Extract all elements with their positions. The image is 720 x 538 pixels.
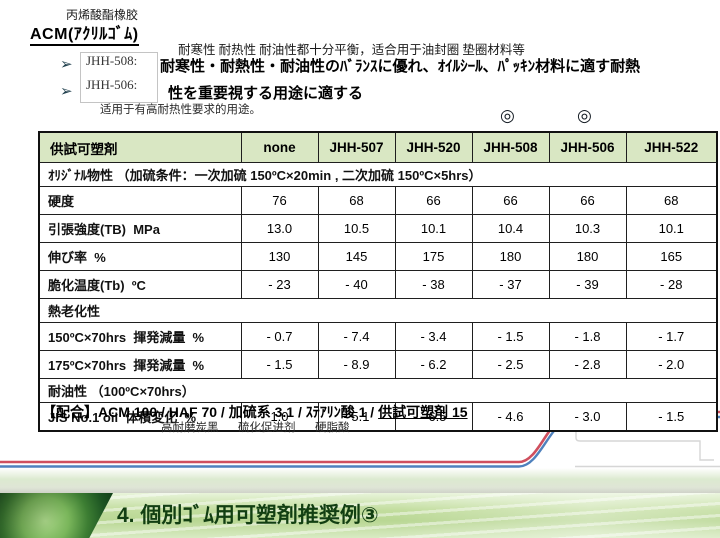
arrow-bullet-icon: ➢ [60, 83, 73, 100]
row-label: 伸び率 % [38, 242, 242, 271]
cell-value: - 28 [625, 270, 718, 299]
cell-value: 180 [471, 242, 550, 271]
cell-value: 13.0 [240, 214, 319, 243]
cell-value: - 3.4 [394, 322, 473, 351]
cell-value: - 5.1 [317, 402, 396, 432]
slide-title: 4. 個別ｺﾞﾑ用可塑剤推奨例③ [117, 504, 379, 527]
acm-title: ACM(ｱｸﾘﾙｺﾞﾑ) [30, 20, 139, 46]
cell-value: - 7.4 [317, 322, 396, 351]
cell-value: - 1.5 [240, 350, 319, 379]
cell-value: 10.3 [548, 214, 627, 243]
table-header-row: 供試可塑剤 none JHH-507 JHH-520 JHH-508 JHH-5… [38, 131, 718, 163]
column-header: JHH-508 [471, 131, 550, 163]
double-circle-mark-jhh506: ◎ [577, 106, 592, 125]
cell-value: - 6.5 [394, 402, 473, 432]
row-label: 引張強度(TB) MPa [38, 214, 242, 243]
rubber-name-chinese: 丙烯酸酯橡胶 [66, 8, 139, 22]
table-row: 引張強度(TB) MPa 13.0 10.5 10.1 10.4 10.3 10… [38, 214, 718, 243]
cell-value: - 6.2 [394, 350, 473, 379]
formula-prefix: 【配合】ACM 100 / HAF 70 / 加硫系 3.1 / ｽﾃｱﾘﾝ酸 … [42, 404, 379, 420]
section-row: 耐油性 （100ºC×70hrs） [38, 378, 718, 403]
formula-note-stearic-acid: 硬脂酸 [315, 422, 350, 434]
gray-step-line [575, 419, 720, 468]
cell-value: 68 [317, 186, 396, 215]
column-header: JHH-506 [548, 131, 627, 163]
footer-banner: 4. 個別ｺﾞﾑ用可塑剤推奨例③ [0, 493, 720, 538]
cell-value: - 1.5 [625, 402, 718, 432]
formula-note-carbon-black: 高耐磨炭黑 [161, 422, 219, 434]
cell-value: 130 [240, 242, 319, 271]
cell-value: - 1.5 [471, 322, 550, 351]
cell-value: 10.5 [317, 214, 396, 243]
cell-value: 145 [317, 242, 396, 271]
cell-value: - 39 [548, 270, 627, 299]
chinese-subtitle: 耐寒性 耐热性 耐油性都十分平衡，适合用于油封圈 垫圈材料等 [178, 43, 525, 57]
table-row: 175ºC×70hrs 揮発減量 % - 1.5 - 8.9 - 6.2 - 2… [38, 350, 718, 379]
table-row: 脆化温度(Tb) ºC - 23 - 40 - 38 - 37 - 39 - 2… [38, 270, 718, 299]
grade-label-jhh508: JHH-508: [86, 53, 138, 68]
cell-value: - 8.9 [317, 350, 396, 379]
cell-value: - 3.0 [548, 402, 627, 432]
column-header: JHH-520 [394, 131, 473, 163]
grade-label-jhh506: JHH-506: [86, 77, 138, 92]
row-label: 硬度 [38, 186, 242, 215]
section-row: 熱老化性 [38, 298, 718, 323]
bullet-text-2: 性を重要視する用途に適する [168, 85, 364, 102]
cell-value: - 1.8 [548, 322, 627, 351]
plasticizer-property-table: 供試可塑剤 none JHH-507 JHH-520 JHH-508 JHH-5… [38, 131, 718, 432]
cell-value: - 2.0 [625, 350, 718, 379]
row-label: 脆化温度(Tb) ºC [38, 270, 242, 299]
row-label: JIS No.1 oil 体積変化 % [38, 402, 242, 432]
cell-value: 165 [625, 242, 718, 271]
cell-value: - 37 [471, 270, 550, 299]
column-header: JHH-522 [625, 131, 718, 163]
table-row: 伸び率 % 130 145 175 180 180 165 [38, 242, 718, 271]
cell-value: 68 [625, 186, 718, 215]
cell-value: - 2.5 [471, 350, 550, 379]
column-header: JHH-507 [317, 131, 396, 163]
cell-value: 10.4 [471, 214, 550, 243]
cell-value: 1.0 [240, 402, 319, 432]
arrow-bullet-icon: ➢ [60, 56, 73, 73]
cell-value: 66 [548, 186, 627, 215]
row-label: 150ºC×70hrs 揮発減量 % [38, 322, 242, 351]
cell-value: - 0.7 [240, 322, 319, 351]
cell-value: 10.1 [625, 214, 718, 243]
table-row: 150ºC×70hrs 揮発減量 % - 0.7 - 7.4 - 3.4 - 1… [38, 322, 718, 351]
section-label: ｵﾘｼﾞﾅﾙ物性 （加硫条件：一次加硫 150ºC×20min , 二次加硫 1… [38, 162, 718, 187]
cell-value: - 40 [317, 270, 396, 299]
cell-value: - 23 [240, 270, 319, 299]
section-label: 熱老化性 [38, 298, 718, 323]
cell-value: 180 [548, 242, 627, 271]
column-header: 供試可塑剤 [38, 131, 242, 163]
column-header: none [240, 131, 319, 163]
cell-value: 175 [394, 242, 473, 271]
cell-value: - 1.7 [625, 322, 718, 351]
section-label: 耐油性 （100ºC×70hrs） [38, 378, 718, 403]
compound-formula-line: 【配合】ACM 100 / HAF 70 / 加硫系 3.1 / ｽﾃｱﾘﾝ酸 … [42, 402, 468, 422]
cell-value: 66 [394, 186, 473, 215]
double-circle-mark-jhh508: ◎ [500, 106, 515, 125]
formula-plasticizer-bold: 供試可塑剤 15 [378, 404, 468, 420]
bullet-text-1: 耐寒性・耐熱性・耐油性のﾊﾞﾗﾝｽに優れ、ｵｲﾙｼｰﾙ、ﾊﾟｯｷﾝ材料に適す耐熱 [160, 58, 641, 75]
cell-value: - 38 [394, 270, 473, 299]
globe-image [0, 493, 113, 538]
row-label: 175ºC×70hrs 揮発減量 % [38, 350, 242, 379]
cell-value: - 2.8 [548, 350, 627, 379]
table-row: 硬度 76 68 66 66 66 68 [38, 186, 718, 215]
cell-value: - 4.6 [471, 402, 550, 432]
chinese-note: 适用于有高耐热性要求的用途。 [100, 104, 261, 116]
section-row: ｵﾘｼﾞﾅﾙ物性 （加硫条件：一次加硫 150ºC×20min , 二次加硫 1… [38, 162, 718, 187]
formula-note-accelerator: 硫化促进剂 [238, 422, 296, 434]
cell-value: 76 [240, 186, 319, 215]
cell-value: 10.1 [394, 214, 473, 243]
cell-value: 66 [471, 186, 550, 215]
grade-label-box: JHH-508: JHH-506: [80, 52, 158, 103]
table-row: JIS No.1 oil 体積変化 % 1.0 - 5.1 - 6.5 - 4.… [38, 402, 718, 432]
